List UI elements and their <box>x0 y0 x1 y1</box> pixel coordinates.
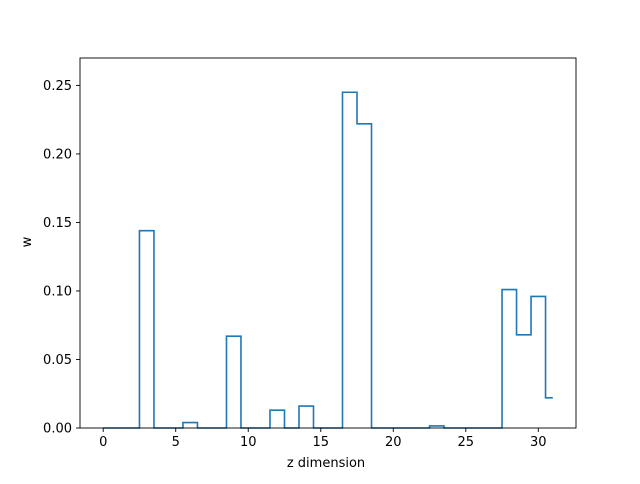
x-tick-label: 20 <box>385 435 402 450</box>
x-tick-label: 15 <box>312 435 329 450</box>
y-tick-label: 0.00 <box>43 422 72 437</box>
y-tick-label: 0.20 <box>43 147 72 162</box>
x-tick-label: 30 <box>530 435 547 450</box>
x-tick-label: 5 <box>172 435 180 450</box>
x-axis-label: z dimension <box>287 456 365 471</box>
y-tick-label: 0.10 <box>43 284 72 299</box>
x-tick-label: 0 <box>99 435 107 450</box>
y-axis-label: w <box>20 236 35 247</box>
y-tick-label: 0.25 <box>43 79 72 94</box>
x-tick-label: 25 <box>458 435 475 450</box>
y-tick-label: 0.05 <box>43 353 72 368</box>
y-tick-label: 0.15 <box>43 216 72 231</box>
x-tick-label: 10 <box>240 435 257 450</box>
